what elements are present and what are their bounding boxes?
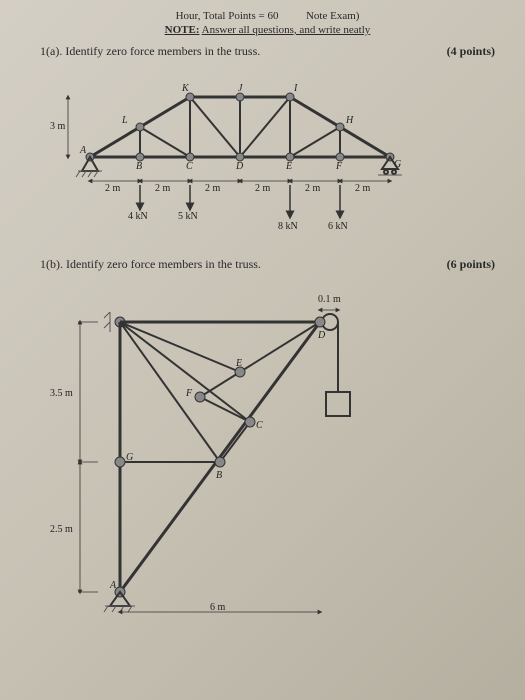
dim-2.5m: 2.5 m xyxy=(50,524,73,535)
lbl-L: L xyxy=(121,115,128,126)
lbl2-D: D xyxy=(317,330,326,341)
lbl-B: B xyxy=(136,161,142,172)
dim-6m: 6 m xyxy=(210,602,226,613)
q1b-row: 1(b). Identify zero force members in the… xyxy=(40,257,495,272)
q1b-points: (6 points) xyxy=(447,257,495,272)
lbl-I: I xyxy=(293,83,298,94)
load-6: 6 kN xyxy=(328,221,348,232)
exam-note: Note Exam) xyxy=(306,10,359,22)
lbl2-G: G xyxy=(126,452,133,463)
note-text: Answer all questions, and write neatly xyxy=(202,24,371,36)
q1a-label: 1(a). Identify zero force members in the… xyxy=(40,44,260,58)
load-4: 4 kN xyxy=(128,211,148,222)
header-suffix: Hour, Total Points = 60 xyxy=(176,10,279,22)
header-note: NOTE: Answer all questions, and write ne… xyxy=(40,24,495,36)
lbl2-C: C xyxy=(256,420,263,431)
lbl2-A: A xyxy=(109,580,117,591)
truss-1a-svg: A B C D E F G H I J K L 3 m 2 m 2 m 2 m … xyxy=(50,67,430,237)
lbl-G: G xyxy=(394,159,401,170)
q1a-row: 1(a). Identify zero force members in the… xyxy=(40,44,495,59)
q1b-label: 1(b). Identify zero force members in the… xyxy=(40,257,261,271)
truss-1b-svg: 0.1 m xyxy=(50,282,390,622)
lbl-F: F xyxy=(335,161,343,172)
dim-0.1m: 0.1 m xyxy=(318,294,341,305)
figure-1a: A B C D E F G H I J K L 3 m 2 m 2 m 2 m … xyxy=(50,67,430,237)
lbl-J: J xyxy=(238,83,243,94)
dim-s1: 2 m xyxy=(105,183,121,194)
load-8: 8 kN xyxy=(278,221,298,232)
dim-s3: 2 m xyxy=(205,183,221,194)
lbl-D: D xyxy=(235,161,244,172)
lbl2-B: B xyxy=(216,470,222,481)
lbl-E: E xyxy=(285,161,292,172)
dim-3.5m: 3.5 m xyxy=(50,388,73,399)
dim-s4: 2 m xyxy=(255,183,271,194)
q1a-points: (4 points) xyxy=(447,44,495,59)
dim-3m: 3 m xyxy=(50,121,66,132)
lbl-A: A xyxy=(79,145,87,156)
lbl-H: H xyxy=(345,115,354,126)
lbl2-F: F xyxy=(185,388,193,399)
lbl2-E: E xyxy=(235,358,242,369)
dim-s2: 2 m xyxy=(155,183,171,194)
lbl-K: K xyxy=(181,83,190,94)
header-partial: Hour, Total Points = 60 Note Exam) xyxy=(40,10,495,22)
lbl-C: C xyxy=(186,161,193,172)
figure-1b: 0.1 m xyxy=(50,282,390,622)
dim-s6: 2 m xyxy=(355,183,371,194)
dim-s5: 2 m xyxy=(305,183,321,194)
load-5: 5 kN xyxy=(178,211,198,222)
note-label: NOTE: xyxy=(165,24,200,36)
